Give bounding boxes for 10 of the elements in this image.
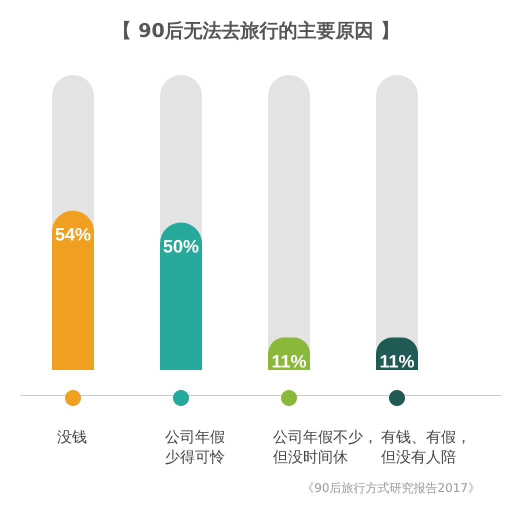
chart-title: 【 90后无法去旅行的主要原因 】 [112, 19, 400, 44]
data-label: 11% [379, 352, 415, 372]
x-tick-label: 公司年假少得可怜 [165, 428, 225, 466]
data-label: 54% [54, 224, 92, 245]
data-label: 50% [162, 236, 200, 256]
x-tick-label: 没钱 [57, 428, 87, 446]
x-tick-label: 有钱、有假，但没有人陪 [381, 428, 471, 466]
text: 《90后旅行方式研究报告2017》 [302, 480, 480, 497]
data-label: 11% [271, 352, 307, 372]
x-tick-label: 公司年假不少，但没时间休 [273, 428, 378, 466]
